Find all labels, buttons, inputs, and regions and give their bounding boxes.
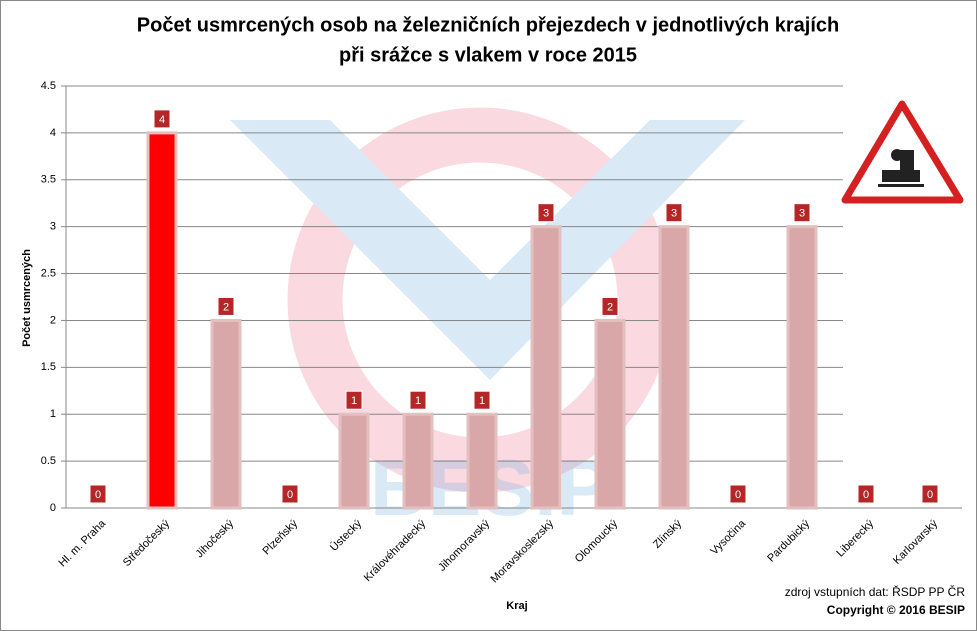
y-tick-label: 4.5: [41, 80, 56, 92]
bar: [466, 412, 498, 510]
y-tick-label: 3.5: [41, 174, 56, 186]
value-label-box: [665, 203, 683, 223]
value-label-box: [217, 296, 235, 316]
y-tick-label: 2: [50, 314, 56, 326]
value-label: 3: [799, 208, 805, 220]
value-label: 2: [607, 301, 613, 313]
value-label: 3: [671, 208, 677, 220]
y-tick-label: 1.5: [41, 361, 56, 373]
value-label-box: [89, 484, 107, 504]
value-label-box: [409, 390, 427, 410]
value-label: 4: [159, 114, 165, 126]
value-label-box: [153, 109, 171, 129]
value-label: 0: [863, 489, 869, 501]
value-label-box: [857, 484, 875, 504]
bar: [594, 318, 626, 510]
value-label: 0: [735, 489, 741, 501]
bar: [530, 225, 562, 510]
y-axis-label: Počet usmrcených: [21, 249, 33, 347]
value-label: 1: [479, 395, 485, 407]
value-label: 0: [287, 489, 293, 501]
chart-title: Počet usmrcených osob na železničních př…: [137, 14, 839, 36]
value-label: 1: [351, 395, 357, 407]
y-tick-label: 4: [50, 127, 56, 139]
value-label-box: [537, 203, 555, 223]
y-tick-label: 0: [50, 502, 56, 514]
y-tick-label: 0.5: [41, 455, 56, 467]
y-tick-label: 2.5: [41, 267, 56, 279]
value-label: 3: [543, 208, 549, 220]
bar: [146, 131, 178, 510]
value-label-box: [921, 484, 939, 504]
bar: [658, 225, 690, 510]
source: zdroj vstupních dat: ŘSDP PP ČR: [785, 584, 966, 599]
copyright: Copyright © 2016 BESIP: [827, 603, 965, 617]
value-label: 0: [95, 489, 101, 501]
value-label-box: [473, 390, 491, 410]
value-label-box: [601, 296, 619, 316]
value-label-box: [281, 484, 299, 504]
bar: [210, 318, 242, 510]
y-tick-label: 1: [50, 408, 56, 420]
value-label: 1: [415, 395, 421, 407]
bar: [338, 412, 370, 510]
value-label-box: [345, 390, 363, 410]
x-axis-label: Kraj: [506, 600, 527, 612]
bar: [786, 225, 818, 510]
y-tick-label: 3: [50, 221, 56, 233]
value-label-box: [729, 484, 747, 504]
bar: [402, 412, 434, 510]
railway-sign: [841, 100, 964, 204]
value-label: 2: [223, 301, 229, 313]
watermark-v: [230, 120, 745, 380]
value-label-box: [793, 203, 811, 223]
chart-title: při srážce s vlakem v roce 2015: [339, 44, 637, 66]
value-label: 0: [927, 489, 933, 501]
